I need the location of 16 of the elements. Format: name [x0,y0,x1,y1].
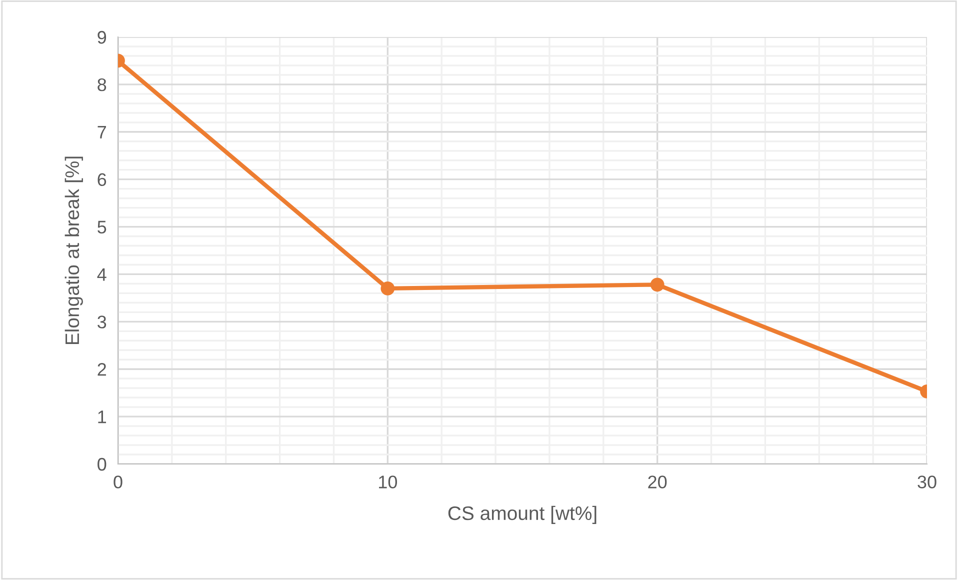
x-tick-label: 0 [114,476,122,488]
y-tick-label: 7 [98,126,106,138]
x-tick-label: 20 [648,476,667,488]
y-tick-label: 0 [98,458,106,471]
y-tick-label: 5 [98,220,106,234]
y-axis-title: Elongatio at break [%] [64,156,83,344]
y-tick-label: 3 [98,316,106,328]
y-tick-label: 2 [98,363,106,376]
x-tick-label: 30 [918,476,936,488]
y-tick-label: 9 [98,30,106,44]
y-tick-label: 4 [97,268,106,281]
y-tick-label: 1 [98,410,106,424]
y-tick-label: 6 [98,173,106,186]
x-axis-title: CS amount [wt%] [448,506,596,524]
y-tick-label: 8 [98,78,106,92]
x-tick-label: 10 [379,476,398,488]
